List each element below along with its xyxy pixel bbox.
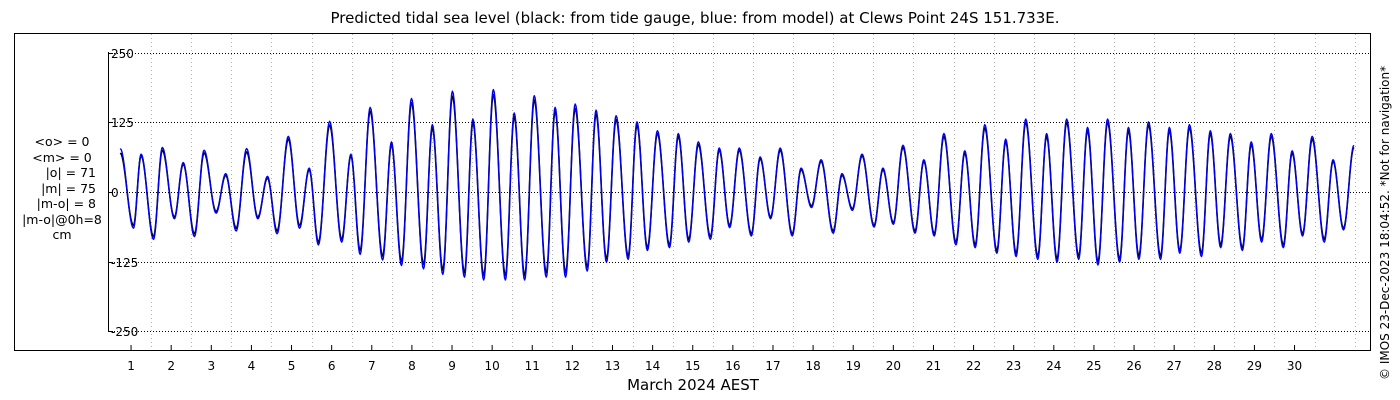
series-layer	[119, 88, 1355, 281]
plot-frame	[14, 33, 1371, 351]
stat-mean-obs: <o> = 0	[34, 134, 90, 149]
x-tick-label: 2	[167, 359, 175, 373]
x-tick-label: 19	[846, 359, 861, 373]
stat-units: cm	[52, 227, 72, 242]
x-axis-label: March 2024 AEST	[627, 376, 760, 394]
y-tick-label: -125	[111, 256, 138, 270]
x-tick-label: 11	[525, 359, 540, 373]
x-tick-label: 10	[484, 359, 499, 373]
x-tick-label: 12	[565, 359, 580, 373]
y-tick-label: 125	[111, 116, 134, 130]
chart-title: Predicted tidal sea level (black: from t…	[330, 9, 1060, 27]
x-tick-label: 24	[1046, 359, 1061, 373]
x-tick-label: 9	[448, 359, 456, 373]
stat-abs-diff: |m-o| = 8	[36, 196, 96, 211]
x-tick-label: 17	[765, 359, 780, 373]
model-series	[119, 88, 1355, 281]
stats-panel: <o> = 0 <m> = 0 |o| = 71 |m| = 75 |m-o| …	[14, 134, 110, 243]
stat-abs-model: |m| = 75	[41, 180, 96, 196]
x-tick-label: 29	[1247, 359, 1262, 373]
x-tick-label: 6	[328, 359, 336, 373]
y-tick-label: -250	[111, 325, 138, 339]
y-tick-label: 250	[111, 47, 134, 61]
x-tick-label: 16	[725, 359, 740, 373]
stat-mean-model: <m> = 0	[32, 149, 92, 165]
x-tick-label: 3	[207, 359, 215, 373]
tide-gauge-series	[119, 93, 1355, 277]
x-tick-label: 30	[1287, 359, 1302, 373]
x-tick-label: 7	[368, 359, 376, 373]
stat-abs-obs: |o| = 71	[45, 165, 96, 180]
x-tick-label: 25	[1086, 359, 1101, 373]
x-tick-label: 21	[926, 359, 941, 373]
x-tick-label: 23	[1006, 359, 1021, 373]
x-tick-label: 28	[1207, 359, 1222, 373]
x-tick-label: 13	[605, 359, 620, 373]
x-tick-label: 27	[1167, 359, 1182, 373]
x-tick-label: 1	[127, 359, 135, 373]
y-tick-label: 0	[111, 186, 119, 200]
x-tick-label: 4	[248, 359, 256, 373]
x-tick-label: 5	[288, 359, 296, 373]
x-tick-label: 15	[685, 359, 700, 373]
x-tick-label: 22	[966, 359, 981, 373]
x-tick-label: 14	[645, 359, 660, 373]
grid-layer	[108, 34, 1370, 350]
axis-layer: 1 2 3 4 5 6 7 8 9 10 11 12 13 14 15 16 17 18 19 20 21 22 23 24 2…	[108, 47, 1302, 373]
x-tick-label: 26	[1126, 359, 1141, 373]
x-tick-label: 18	[805, 359, 820, 373]
x-tick-label: 8	[408, 359, 416, 373]
stat-abs-diff-0h: |m-o|@0h=8	[22, 211, 102, 227]
x-tick-label: 20	[886, 359, 901, 373]
label-layer: March 2024 AEST	[627, 376, 760, 394]
